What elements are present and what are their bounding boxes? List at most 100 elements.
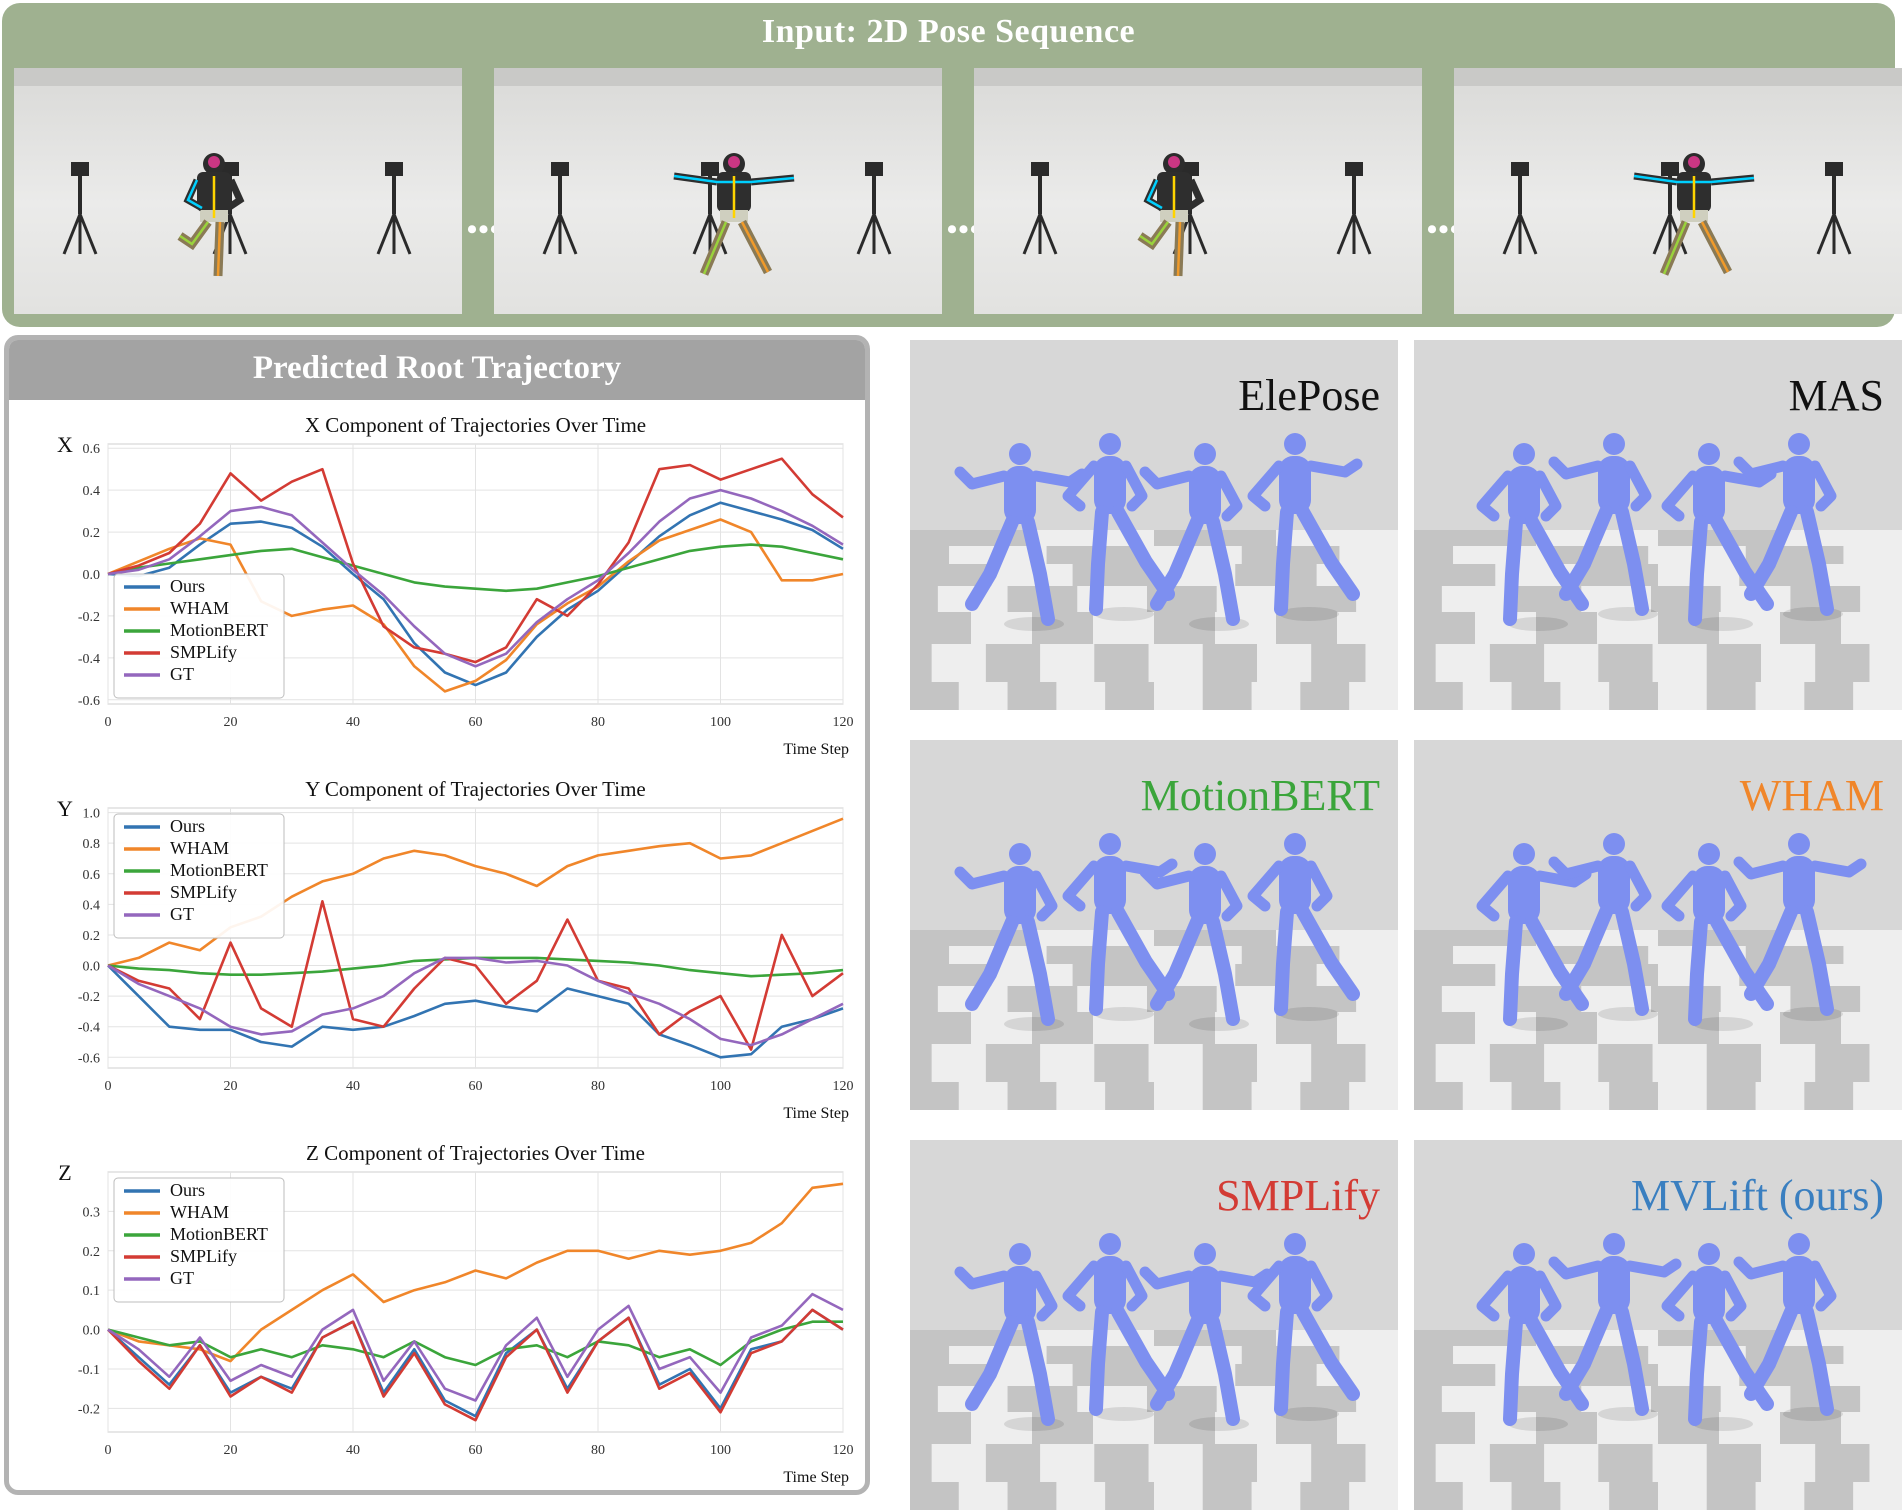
y-tick-label: -0.2 [78, 990, 100, 1005]
legend-label: SMPLify [170, 1246, 237, 1266]
chart-title: Z Component of Trajectories Over Time [306, 1141, 645, 1165]
z-trajectory-chart: Z Component of Trajectories Over Time Z Ti… [58, 1141, 854, 1486]
method-label: ElePose [1238, 371, 1380, 420]
render-motionbert: MotionBERT [910, 740, 1398, 1110]
legend-label: SMPLify [170, 642, 237, 662]
series-line-ours [107, 1308, 844, 1418]
x-tick-label: 60 [469, 1443, 483, 1458]
x-tick-label: 80 [591, 1079, 605, 1094]
y-tick-label: 0.2 [83, 1245, 101, 1260]
chart-title: Y Component of Trajectories Over Time [305, 777, 645, 801]
series-line-smplify [107, 900, 844, 1051]
render-smplify: SMPLify [910, 1140, 1398, 1510]
y-tick-label: 0.2 [83, 929, 101, 944]
legend-label: Ours [170, 816, 205, 836]
y-tick-label: 0.1 [83, 1284, 101, 1299]
y-tick-label: -0.2 [78, 1402, 100, 1417]
legend-label: WHAM [170, 1202, 229, 1222]
y-tick-label: -0.4 [78, 1021, 100, 1036]
chart-title: X Component of Trajectories Over Time [305, 413, 646, 437]
legend-label: MotionBERT [170, 620, 268, 640]
y-trajectory-chart: Y Component of Trajectories Over Time Y Ti… [57, 777, 854, 1122]
x-tick-label: 0 [105, 715, 112, 730]
y-tick-label: 0.6 [83, 442, 101, 457]
series-line-gt [107, 956, 844, 1047]
x-tick-label: 20 [224, 1443, 238, 1458]
series-line-gt [107, 488, 844, 668]
x-trajectory-chart: X Component of Trajectories Over Time X Ti… [57, 413, 854, 758]
y-axis-label: Z [58, 1160, 71, 1185]
x-tick-label: 120 [833, 715, 854, 730]
x-tick-label: 60 [469, 1079, 483, 1094]
y-tick-label: 0.0 [83, 960, 101, 975]
video-frame-1 [14, 68, 462, 314]
x-axis-label: Time Step [783, 1469, 849, 1486]
legend-label: WHAM [170, 598, 229, 618]
render-elepose: ElePose [910, 340, 1398, 710]
x-tick-label: 0 [105, 1079, 112, 1094]
x-tick-label: 20 [224, 715, 238, 730]
x-tick-label: 100 [710, 1079, 731, 1094]
x-tick-label: 120 [833, 1443, 854, 1458]
y-tick-label: -0.4 [78, 652, 100, 667]
x-tick-label: 20 [224, 1079, 238, 1094]
legend-label: GT [170, 1268, 194, 1288]
y-tick-label: 0.3 [83, 1205, 101, 1220]
y-tick-label: -0.2 [78, 610, 100, 625]
method-label: MotionBERT [1141, 771, 1381, 820]
legend-label: MotionBERT [170, 1224, 268, 1244]
x-axis-label: Time Step [783, 741, 849, 758]
banner-title: Input: 2D Pose Sequence [761, 13, 1136, 50]
x-tick-label: 100 [710, 1443, 731, 1458]
render-mvlift: MVLift (ours) [1414, 1140, 1902, 1510]
series-line-smplify [107, 1308, 844, 1422]
input-banner: Input: 2D Pose Sequence ••• ••• ••• [2, 3, 1902, 327]
y-tick-label: -0.6 [78, 1051, 100, 1066]
y-tick-label: 0.0 [83, 1324, 101, 1339]
series-line-gt [107, 1292, 844, 1402]
y-tick-label: 0.8 [83, 837, 101, 852]
trajectory-panel-title: Predicted Root Trajectory [252, 350, 622, 386]
y-tick-label: 1.0 [83, 807, 101, 822]
trajectory-panel-header: Predicted Root Trajectory [9, 340, 865, 400]
method-label: WHAM [1740, 771, 1884, 820]
y-tick-label: -0.6 [78, 694, 100, 709]
y-tick-label: 0.6 [83, 868, 101, 883]
video-frame-3 [974, 68, 1422, 314]
method-label: SMPLify [1216, 1171, 1380, 1220]
legend-label: MotionBERT [170, 860, 268, 880]
y-tick-label: 0.0 [83, 568, 101, 583]
video-frame-2 [494, 68, 942, 314]
legend-label: GT [170, 904, 194, 924]
y-tick-label: 0.4 [83, 898, 101, 913]
series-line-ours [107, 501, 844, 687]
legend-label: SMPLify [170, 882, 237, 902]
method-label: MVLift (ours) [1631, 1171, 1884, 1220]
x-tick-label: 80 [591, 715, 605, 730]
y-axis-label: X [57, 432, 73, 457]
legend [113, 1177, 285, 1303]
y-tick-label: -0.1 [78, 1363, 100, 1378]
series-line-wham [107, 1182, 844, 1363]
y-tick-label: 0.4 [83, 484, 101, 499]
series-line-smplify [107, 457, 844, 664]
x-tick-label: 80 [591, 1443, 605, 1458]
x-tick-label: 120 [833, 1079, 854, 1094]
legend-label: Ours [170, 1180, 205, 1200]
render-wham: WHAM [1414, 740, 1902, 1110]
y-tick-label: 0.2 [83, 526, 101, 541]
x-tick-label: 40 [346, 1079, 360, 1094]
series-line-motionbert [107, 1320, 843, 1367]
x-tick-label: 40 [346, 1443, 360, 1458]
video-frame-4 [1454, 68, 1902, 314]
x-axis-label: Time Step [783, 1105, 849, 1122]
method-label: MAS [1789, 371, 1884, 420]
legend-label: Ours [170, 576, 205, 596]
y-axis-label: Y [57, 796, 73, 821]
legend-label: GT [170, 664, 194, 684]
x-tick-label: 40 [346, 715, 360, 730]
x-tick-label: 0 [105, 1443, 112, 1458]
x-tick-label: 60 [469, 715, 483, 730]
x-tick-label: 100 [710, 715, 731, 730]
legend [113, 573, 285, 699]
